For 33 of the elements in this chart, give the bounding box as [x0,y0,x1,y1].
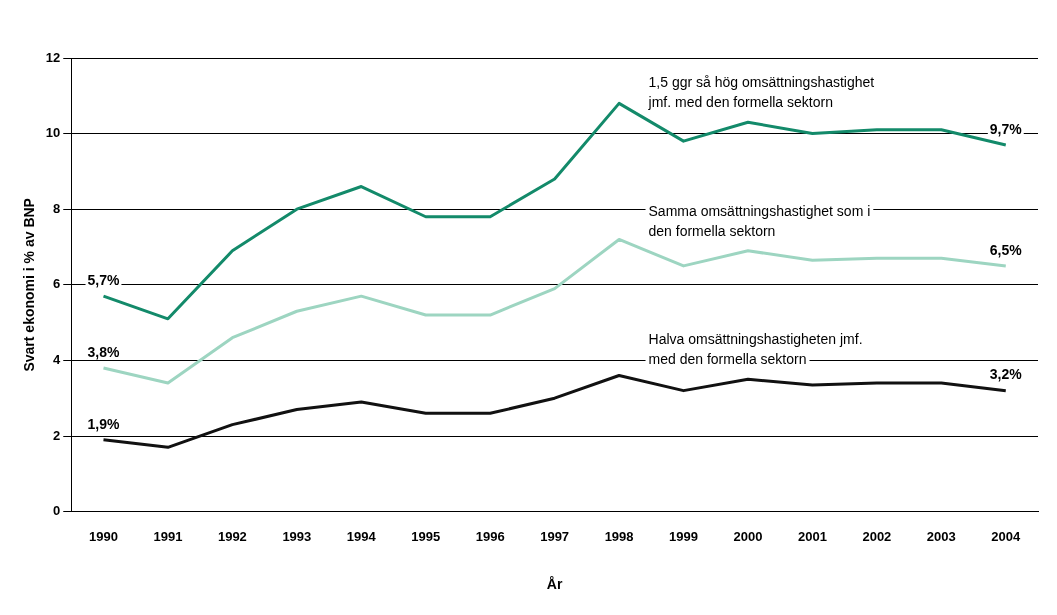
y-tick-label: 6 [53,276,61,292]
y-tick-label: 8 [53,200,61,216]
series-label: Halva omsättningshastigheten jmf. med den formella sektorn [648,331,863,368]
x-tick-label: 1998 [604,528,634,544]
y-tick-label: 12 [45,49,61,65]
data-label: 6,5% [989,241,1023,258]
x-tick-label: 2004 [991,528,1021,544]
y-axis-title: Svart ekonomi i % av BNP [21,198,38,372]
y-tick-label: 0 [53,503,61,519]
series-label: Samma omsättningshastighet som i den formella sektorn [648,202,871,239]
x-axis-title: År [546,576,563,593]
data-label: 3,2% [989,366,1023,383]
x-tick-label: 1999 [669,528,698,544]
x-tick-label: 1993 [282,528,312,544]
data-label: 1,9% [87,415,120,432]
x-tick-label: 2000 [733,528,763,544]
x-tick-label: 1991 [153,528,183,544]
data-label: 5,7% [87,272,120,288]
data-label: 9,7% [989,120,1023,137]
x-tick-label: 2001 [797,528,827,544]
x-tick-label: 1995 [411,528,441,544]
series-label: 1,5 ggr så hög omsättningshastighet jmf. med den formella sektorn [647,74,875,111]
y-tick-label: 2 [53,427,61,443]
data-label: 3,8% [87,343,120,360]
x-tick-label: 2002 [862,528,892,544]
x-tick-label: 2003 [926,528,956,544]
y-tick-label: 4 [53,351,62,367]
x-tick-label: 1994 [346,528,377,544]
x-tick-label: 1997 [540,528,570,544]
x-tick-label: 1990 [89,528,118,544]
y-tick-label: 10 [45,125,61,141]
x-tick-label: 1996 [475,528,505,544]
x-tick-label: 1992 [217,528,247,544]
